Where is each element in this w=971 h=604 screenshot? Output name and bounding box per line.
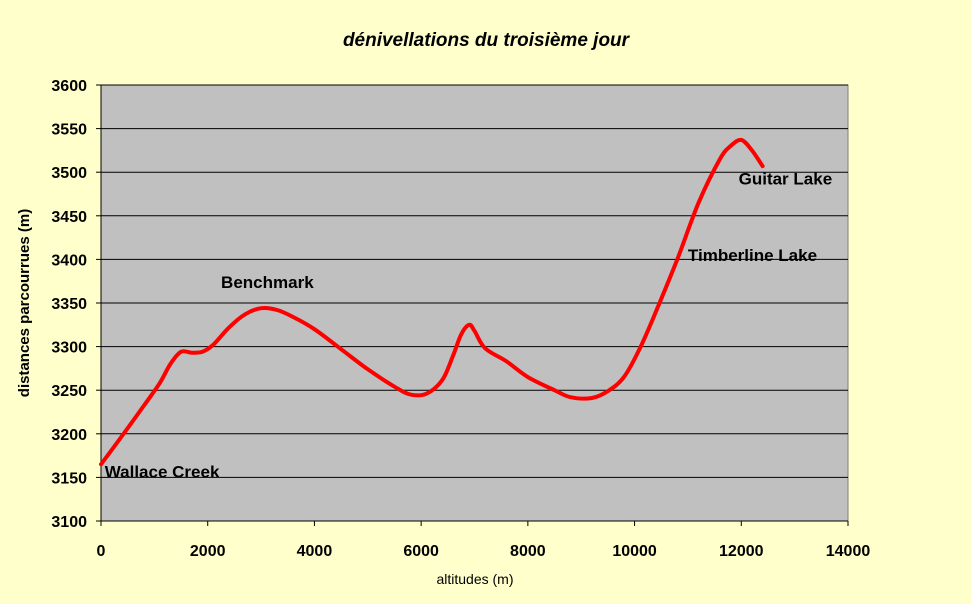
y-axis-ticks: 3100 3150 3200 3250 3300 3350 3400 3450 3500 3550… (51, 78, 102, 531)
y-tick-label: 3550 (51, 122, 87, 139)
chart-title: dénivellations du troisième jour (343, 30, 631, 51)
y-tick-label: 3450 (51, 209, 87, 226)
x-tick-label: 6000 (403, 543, 439, 560)
x-tick-label: 10000 (612, 543, 657, 560)
elevation-line (99, 137, 765, 467)
x-tick-label: 8000 (510, 543, 546, 560)
y-tick-label: 3250 (51, 383, 87, 400)
y-tick-label: 3350 (51, 296, 87, 313)
x-tick-label: 12000 (719, 543, 764, 560)
x-axis-label: altitudes (m) (436, 571, 513, 587)
annotation-label: Timberline Lake (688, 246, 817, 265)
x-axis-ticks: 0 2000 4000 6000 8000 10000 12000 14000 (97, 520, 871, 560)
y-tick-label: 3600 (51, 78, 87, 95)
x-tick-label: 0 (97, 543, 106, 560)
annotation-label: Benchmark (221, 273, 314, 292)
y-tick-label: 3200 (51, 427, 87, 444)
x-tick-label: 2000 (190, 543, 226, 560)
y-tick-label: 3400 (51, 252, 87, 269)
x-tick-label: 4000 (297, 543, 333, 560)
annotation-label: Wallace Creek (105, 462, 220, 481)
gridlines (101, 84, 848, 478)
annotations: Wallace Creek Benchmark Timberline Lake Gui… (105, 169, 832, 481)
y-tick-label: 3300 (51, 340, 87, 357)
y-tick-label: 3500 (51, 165, 87, 182)
y-axis-label: distances parcourrues (m) (16, 209, 33, 397)
y-tick-label: 3100 (51, 514, 87, 531)
x-tick-label: 14000 (826, 543, 871, 560)
y-tick-label: 3150 (51, 470, 87, 487)
annotation-label: Guitar Lake (739, 169, 833, 188)
